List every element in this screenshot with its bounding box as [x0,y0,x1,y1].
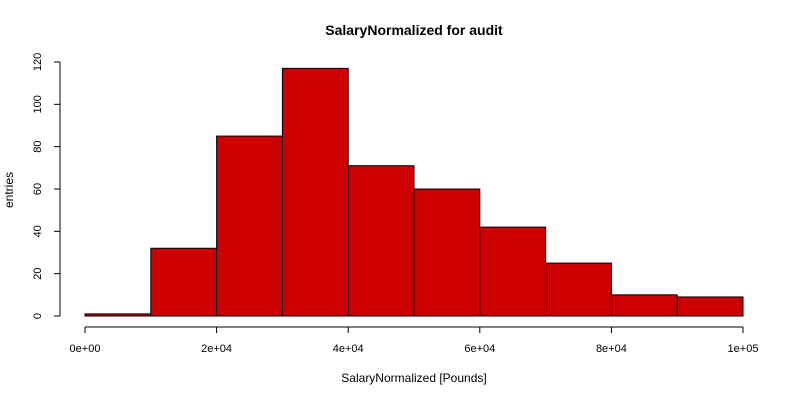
y-tick-label-5: 100 [32,95,44,113]
histogram-bar-9 [676,296,744,317]
histogram-bar-3 [281,67,349,317]
histogram-bar-7 [545,262,612,317]
histogram-bar-5 [413,188,481,317]
x-axis: 0e+00 2e+04 4e+04 6e+04 8e+04 1e+05 [70,326,759,355]
y-tick-label-3: 60 [32,183,44,195]
x-tick-label-3: 6e+04 [464,343,495,355]
y-tick-label-4: 80 [32,141,44,153]
y-tick-label-2: 40 [32,225,44,237]
x-tick-label-4: 8e+04 [596,343,627,355]
x-tick-label-5: 1e+05 [728,343,759,355]
chart-title: SalaryNormalized for audit [325,22,503,38]
y-axis-label: entries [2,172,16,208]
histogram-bar-2 [216,135,283,317]
histogram-bar-6 [479,226,547,317]
histogram-bar-0 [84,313,152,317]
x-tick-label-1: 2e+04 [201,343,232,355]
y-axis: 0 20 40 60 80 100 120 [32,53,61,319]
x-tick-label-2: 4e+04 [333,343,364,355]
y-tick-label-0: 0 [32,313,44,319]
y-tick-label-1: 20 [32,268,44,280]
histogram-bar-1 [150,247,218,317]
x-tick-label-0: 0e+00 [70,343,101,355]
x-axis-label: SalaryNormalized [Pounds] [341,371,486,385]
bars-group [84,67,744,317]
histogram-bar-8 [610,294,678,317]
histogram-bar-4 [347,165,415,317]
y-tick-label-6: 120 [32,53,44,71]
